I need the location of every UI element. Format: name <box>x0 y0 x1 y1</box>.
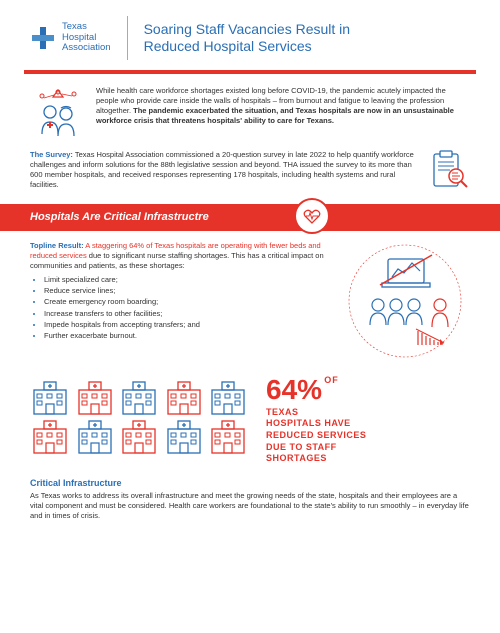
stat-block: 64% OF TEXAS HOSPITALS HAVE REDUCED SERV… <box>266 371 470 465</box>
page-title: Soaring Staff Vacancies Result in Reduce… <box>144 21 351 56</box>
hospital-building-icon <box>208 419 248 455</box>
healthcare-workers-icon: ! <box>30 86 86 142</box>
header-rule <box>24 70 476 74</box>
intro-section: ! While health care workforce shortages … <box>0 86 500 142</box>
clipboard-search-icon <box>430 150 470 194</box>
hospital-building-icon <box>164 419 204 455</box>
buildings-row: 64% OF TEXAS HOSPITALS HAVE REDUCED SERV… <box>0 367 500 473</box>
list-item: Impede hospitals from accepting transfer… <box>44 320 334 330</box>
header: Texas Hospital Association Soaring Staff… <box>0 0 500 70</box>
logo-text: Texas Hospital Association <box>62 22 111 53</box>
hospital-building-icon <box>119 419 159 455</box>
logo-icon <box>30 25 56 51</box>
logo: Texas Hospital Association <box>30 22 111 53</box>
survey-text: The Survey: Texas Hospital Association c… <box>30 150 420 191</box>
list-item: Increase transfers to other facilities; <box>44 309 334 319</box>
list-item: Reduce service lines; <box>44 286 334 296</box>
buildings-grid <box>30 380 250 455</box>
hospital-building-icon <box>119 380 159 416</box>
critical-section: Critical Infrastructure As Texas works t… <box>0 473 500 532</box>
heart-pulse-icon <box>294 198 330 234</box>
page: Texas Hospital Association Soaring Staff… <box>0 0 500 633</box>
survey-section: The Survey: Texas Hospital Association c… <box>0 142 500 204</box>
topline-text: Topline Result: A staggering 64% of Texa… <box>30 241 334 361</box>
list-item: Limit specialized care; <box>44 275 334 285</box>
list-item: Further exacerbate burnout. <box>44 331 334 341</box>
hospital-building-icon <box>75 419 115 455</box>
hospital-building-icon <box>208 380 248 416</box>
title-divider <box>127 16 128 60</box>
svg-text:!: ! <box>57 92 58 98</box>
intro-text: While health care workforce shortages ex… <box>96 86 470 127</box>
list-item: Create emergency room boarding; <box>44 297 334 307</box>
hospital-building-icon <box>30 380 70 416</box>
critical-heading: Critical Infrastructure <box>30 477 470 489</box>
shortage-list: Limit specialized care;Reduce service li… <box>44 275 334 341</box>
hospital-building-icon <box>164 380 204 416</box>
topline-section: Topline Result: A staggering 64% of Texa… <box>0 231 500 367</box>
hospital-staff-decline-icon <box>340 241 470 361</box>
hospital-building-icon <box>75 380 115 416</box>
section-bar: Hospitals Are Critical Infrastructre <box>0 204 500 231</box>
hospital-building-icon <box>30 419 70 455</box>
